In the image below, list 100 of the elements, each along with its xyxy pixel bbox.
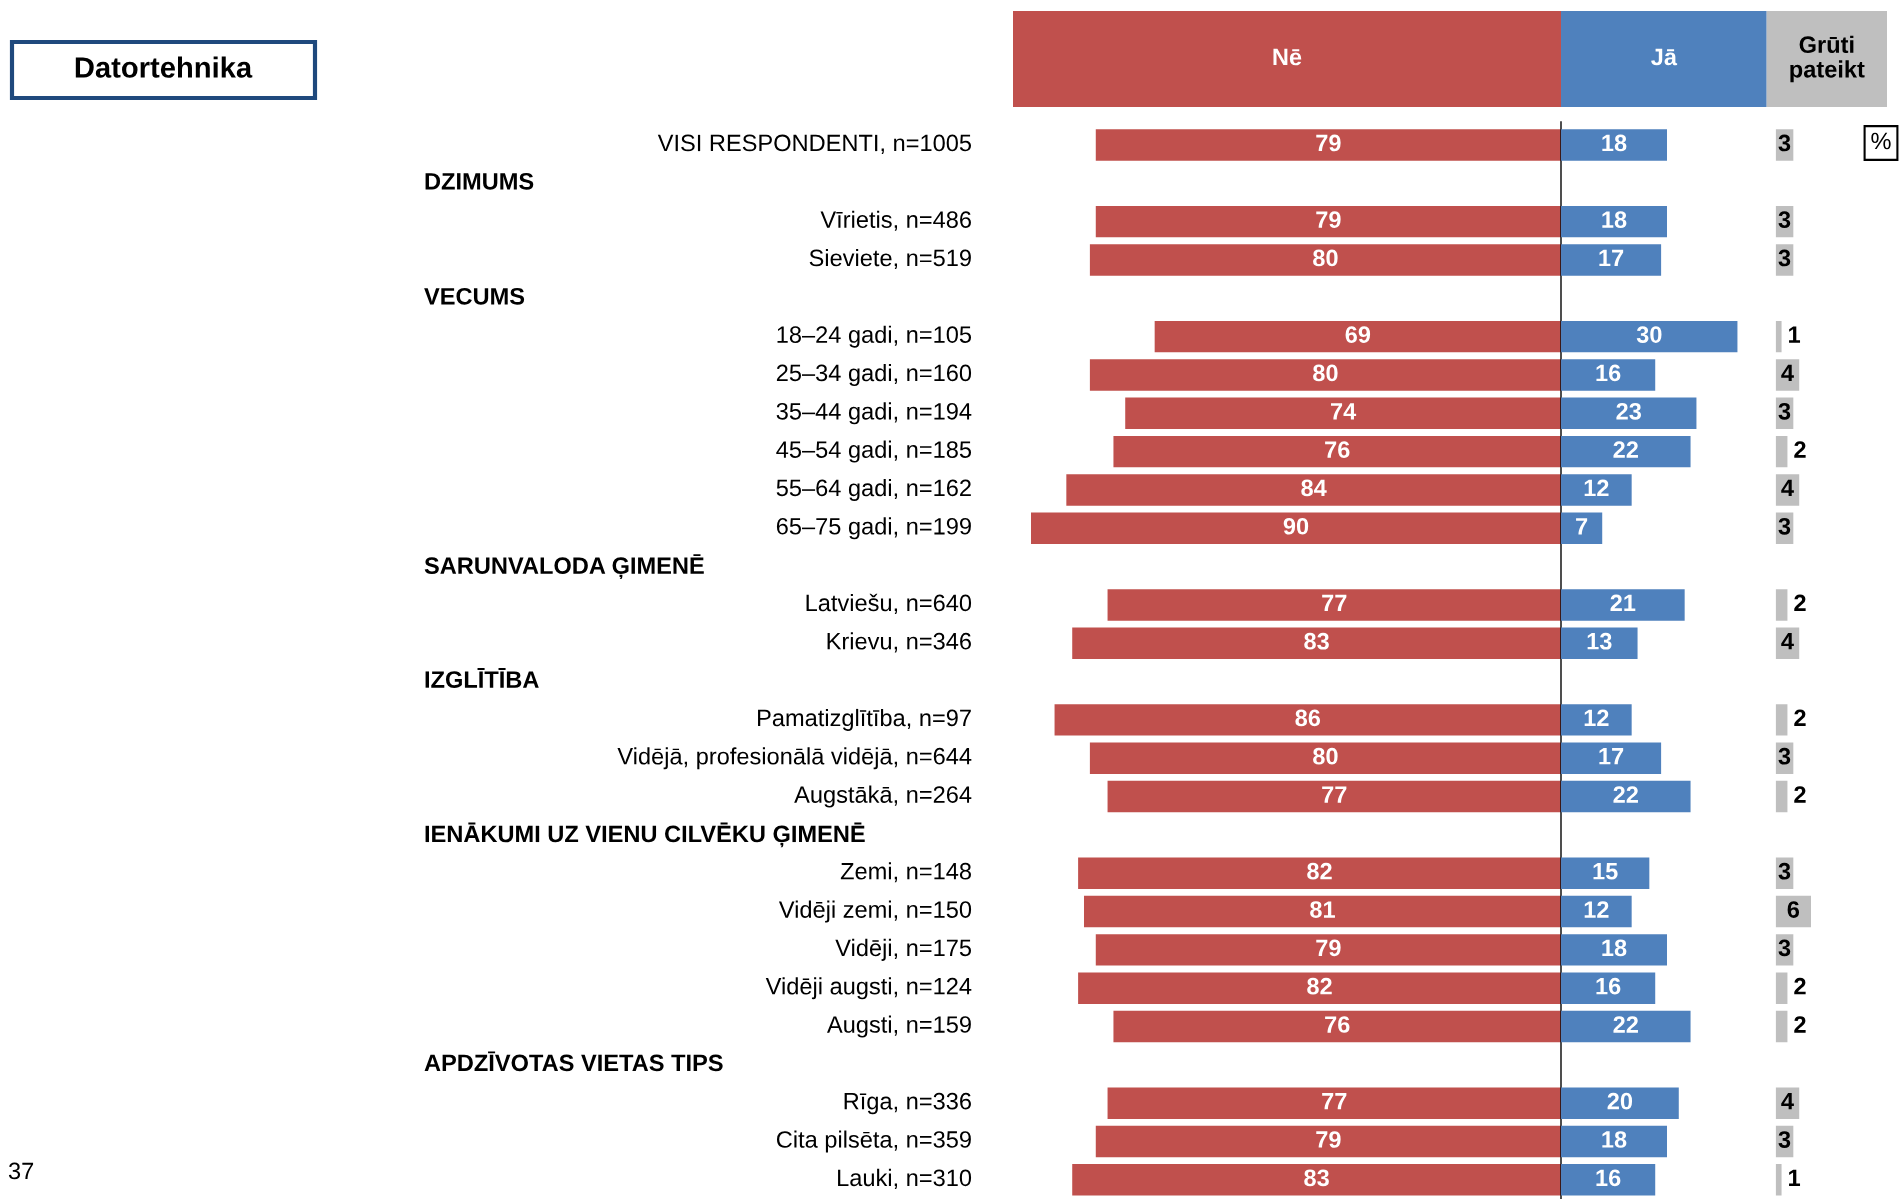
data-label: 2 [1794,594,1806,612]
data-label: 77 [1322,594,1347,612]
data-label: 84 [1301,479,1327,497]
y-tick-label: Lauki, n=310 [838,1168,972,1189]
bar [1561,1087,1679,1119]
y-tick-label: Augstākā, n=264 [794,785,972,808]
y-tick-label: 55–64 gadi, n=162 [776,478,971,501]
data-label: 81 [1310,901,1335,918]
data-label: 4 [1781,479,1794,497]
data-label: 22 [1613,1016,1638,1033]
bar [1561,512,1603,544]
text: IENĀKUMI UZ VIENU CILVĒKU ĢIMENĒ [425,822,865,848]
data-label: 82 [1307,862,1332,880]
text: Jā [1651,48,1678,66]
data-label: 2 [1794,1016,1806,1033]
y-tick-label: VISI RESPONDENTI, n=1005 [657,134,972,155]
data-label: 76 [1325,1016,1350,1033]
bar [1561,244,1662,276]
data-label: 2 [1794,786,1806,803]
data-label: 22 [1613,441,1638,458]
data-label: 13 [1587,632,1612,650]
data-label: 4 [1781,1093,1794,1110]
y-tick-label: Rīga, n=336 [844,1092,971,1115]
y-tick-label: Latviešu, n=640 [806,593,972,615]
bar [1775,1010,1788,1043]
text: APDZĪVOTAS VIETAS TIPS [424,1051,723,1072]
bar [1561,435,1691,468]
y-tick-label: 65–75 gadi, n=199 [776,517,971,540]
y-tick-label: Augsti, n=159 [827,1015,971,1038]
data-label: 79 [1316,211,1341,228]
data-label: 1 [1789,326,1801,343]
data-label: 2 [1794,709,1806,727]
bar [1775,704,1788,736]
bar [1561,474,1632,506]
data-label: 83 [1304,632,1329,650]
data-label: 3 [1778,1131,1791,1148]
data-label: 79 [1316,939,1341,957]
data-label: 74 [1331,403,1357,420]
data-label: 2 [1794,977,1806,995]
text: IZGLĪTĪBA [425,668,539,688]
data-label: 16 [1596,1169,1621,1187]
bar [1561,1010,1691,1043]
data-label: 76 [1325,441,1350,458]
series-label: Grūti pateikt [1790,35,1865,83]
data-label: 4 [1781,633,1794,650]
data-label: 17 [1599,748,1624,765]
data-label: 3 [1778,939,1791,957]
y-tick-label: 18–24 gadi, n=105 [777,325,972,348]
data-label: 80 [1313,747,1338,765]
bar [1561,895,1632,928]
data-label: 90 [1283,517,1309,535]
data-label: 80 [1313,364,1338,382]
text: SARUNVALODA ĢIMENĒ [424,554,704,580]
bar [1561,934,1667,966]
bar [1561,1164,1656,1196]
bar [1561,129,1667,161]
y-tick-label: Vidēji, n=175 [835,938,972,961]
data-label: 69 [1345,326,1371,343]
y-tick-label: Pamatizglītība, n=97 [758,708,971,731]
bar [1561,972,1656,1004]
data-label: 17 [1599,249,1624,267]
data-label: 3 [1778,211,1791,229]
data-label: 16 [1596,977,1621,995]
bar [1775,972,1788,1004]
bar [1561,359,1656,391]
data-label: 3 [1778,517,1791,535]
bar [1561,397,1697,429]
text: Datortehnika [75,56,253,78]
data-label: 18 [1602,211,1627,228]
y-tick-label: 45–54 gadi, n=185 [776,440,972,463]
data-label: 86 [1295,709,1321,727]
data-label: 1 [1789,1169,1801,1186]
bar [1775,780,1788,813]
data-label: 20 [1607,1092,1633,1110]
bar [1775,589,1788,621]
data-label: 3 [1778,402,1791,420]
y-tick-label: Vidējā, profesionālā vidējā, n=644 [617,747,972,770]
data-label: 77 [1322,786,1347,803]
y-tick-label: 35–44 gadi, n=194 [776,402,972,425]
data-label: 4 [1781,364,1794,382]
bar [1561,1125,1667,1158]
bar [1561,627,1638,659]
bar [1561,857,1650,889]
data-label: 12 [1584,709,1609,727]
y-tick-label: Vīrietis, n=486 [820,210,971,231]
text: % [1871,132,1891,150]
data-label: 21 [1610,594,1636,612]
text: DZIMUMS [425,172,534,190]
bar [1775,320,1782,353]
data-label: 3 [1778,249,1791,267]
data-label: 2 [1794,441,1806,458]
data-label: 3 [1778,747,1791,765]
data-label: 16 [1596,364,1621,382]
y-tick-label: 25–34 gadi, n=160 [776,363,972,386]
data-label: 7 [1576,518,1588,535]
data-label: 18 [1602,1131,1627,1148]
data-label: 12 [1584,901,1609,918]
bar [1561,589,1685,621]
bar [1561,704,1632,736]
data-label: 80 [1313,249,1338,267]
